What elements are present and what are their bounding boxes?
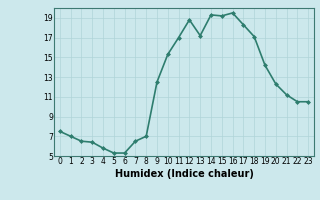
X-axis label: Humidex (Indice chaleur): Humidex (Indice chaleur) [115,169,253,179]
